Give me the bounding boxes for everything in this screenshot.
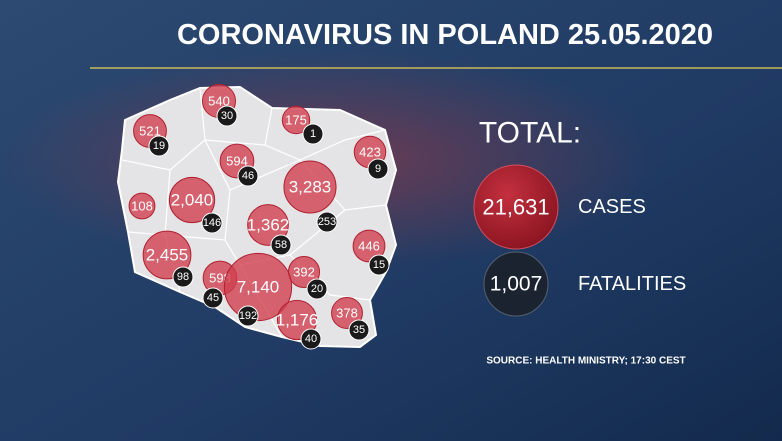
fatalities-label: 19 <box>153 140 165 152</box>
total-cases: 21,631 <box>482 195 549 220</box>
cases-label: 3,283 <box>289 178 332 197</box>
fatalities-label: 9 <box>375 163 381 175</box>
fatalities-label: 45 <box>207 292 219 304</box>
fatalities-circle <box>368 254 390 276</box>
fatalities-circle <box>202 287 224 309</box>
fatalities-circle <box>172 266 194 288</box>
fatalities-label: 192 <box>239 310 257 322</box>
fatalities-label: FATALITIES <box>578 273 686 295</box>
cases-label: CASES <box>578 196 646 218</box>
fatalities-label: 46 <box>242 170 254 182</box>
fatalities-label: 35 <box>353 324 365 336</box>
fatalities-circle <box>302 123 324 145</box>
fatalities-label: 58 <box>275 239 287 251</box>
fatalities-label: 20 <box>311 283 323 295</box>
cases-circle <box>283 160 337 214</box>
fatalities-circle <box>367 158 389 180</box>
cases-label: 392 <box>293 265 315 280</box>
cases-circle <box>128 192 156 220</box>
cases-label: 2,455 <box>146 246 189 265</box>
fatalities-label: 30 <box>221 110 233 122</box>
title: CORONAVIRUS IN POLAND 25.05.2020 <box>177 19 713 51</box>
source: SOURCE: HEALTH MINISTRY; 17:30 CEST <box>486 356 685 367</box>
fatalities-circle <box>201 212 223 234</box>
cases-label: 1,176 <box>276 311 319 330</box>
total-fatalities: 1,007 <box>490 273 543 296</box>
fatalities-circle <box>270 234 292 256</box>
fatalities-circle <box>300 328 322 350</box>
cases-circle <box>142 230 192 280</box>
total-heading: TOTAL: <box>479 117 581 150</box>
cases-label: 378 <box>336 306 358 321</box>
fatalities-circle <box>316 211 338 233</box>
total-fatalities-circle <box>483 251 549 317</box>
cases-label: 108 <box>131 199 153 214</box>
cases-circle <box>223 252 293 322</box>
fatalities-label: 146 <box>203 217 221 229</box>
cases-label: 594 <box>226 154 248 169</box>
cases-label: 446 <box>358 239 380 254</box>
cases-circle <box>281 105 311 135</box>
fatalities-label: 1 <box>310 128 316 140</box>
fatalities-circle <box>237 165 259 187</box>
fatalities-circle <box>348 319 370 341</box>
cases-label: 2,040 <box>171 191 214 210</box>
cases-label: 521 <box>139 124 161 139</box>
cases-label: 7,140 <box>237 278 280 297</box>
total-cases-circle <box>473 164 559 250</box>
fatalities-label: 40 <box>305 333 317 345</box>
fatalities-label: 98 <box>177 271 189 283</box>
cases-label: 423 <box>359 145 381 160</box>
fatalities-circle <box>216 105 238 127</box>
fatalities-label: 253 <box>318 216 336 228</box>
cases-label: 540 <box>208 94 230 109</box>
fatalities-circle <box>306 278 328 300</box>
cases-label: 1,362 <box>247 216 290 235</box>
fatalities-label: 15 <box>373 259 385 271</box>
cases-circle <box>168 176 216 224</box>
fatalities-circle <box>237 305 259 327</box>
fatalities-circle <box>148 135 170 157</box>
cases-label: 175 <box>285 113 307 128</box>
